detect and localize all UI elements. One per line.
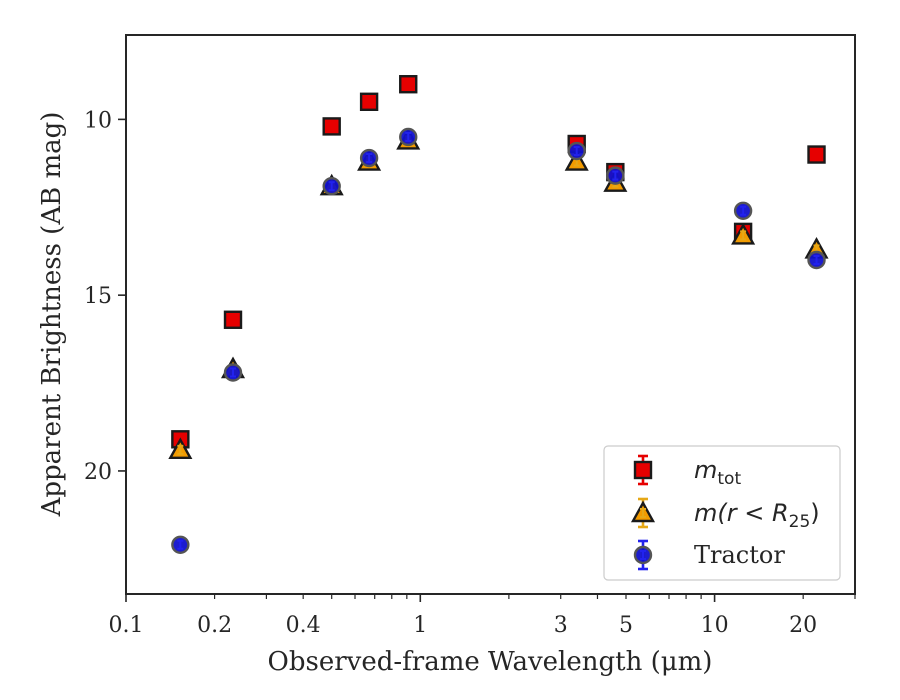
legend-entry-mr25: m(r < R25) xyxy=(630,497,820,532)
legend-label-mtot: mtot xyxy=(694,456,741,489)
x-tick-label: 0.1 xyxy=(109,613,144,638)
tractor-point xyxy=(567,141,586,161)
x-tick-label: 5 xyxy=(619,613,633,638)
legend: mtot m(r < R25) Tractor xyxy=(603,445,841,581)
x-tick-label: 10 xyxy=(701,613,729,638)
y-axis-label: Apparent Brightness (AB mag) xyxy=(37,112,67,518)
legend-label-tractor: Tractor xyxy=(694,541,785,569)
x-tick-label: 0.4 xyxy=(286,613,321,638)
x-tick-label: 1 xyxy=(413,613,427,638)
mr25-point xyxy=(168,437,193,460)
legend-marker-tractor xyxy=(633,545,653,565)
mtot-point xyxy=(399,75,418,94)
tractor-point xyxy=(399,127,418,147)
tractor-point xyxy=(322,176,341,196)
mtot-point xyxy=(322,117,341,136)
x-axis: 0.1 0.2 0.4 1 3 5 10 20 xyxy=(109,594,856,638)
legend-marker-mtot xyxy=(633,460,653,480)
legend-label-mr25: m(r < R25) xyxy=(694,499,820,532)
legend-marker-mr25 xyxy=(630,500,656,523)
x-tick-label: 0.2 xyxy=(197,613,232,638)
mtot-point xyxy=(807,145,826,164)
y-tick-label: 15 xyxy=(84,284,112,309)
tractor-point xyxy=(223,363,243,382)
tractor-point xyxy=(807,250,826,270)
legend-entry-tractor: Tractor xyxy=(633,539,785,571)
x-tick-label: 3 xyxy=(554,613,568,638)
plot-frame xyxy=(125,34,856,595)
tractor-point xyxy=(606,166,625,185)
legend-entry-mtot: mtot xyxy=(633,454,741,489)
y-tick-label: 20 xyxy=(84,460,112,485)
y-tick-label: 10 xyxy=(84,108,112,133)
data-markers xyxy=(168,75,829,554)
mtot-point xyxy=(359,92,379,111)
x-axis-label: Observed-frame Wavelength (μm) xyxy=(268,647,713,677)
y-axis: 10 15 20 xyxy=(84,108,126,485)
x-tick-label: 20 xyxy=(789,613,817,638)
legend-box xyxy=(603,445,841,581)
tractor-point xyxy=(171,535,190,554)
tractor-point xyxy=(733,201,753,220)
tractor-point xyxy=(359,148,379,168)
mr25-point xyxy=(731,222,756,245)
mtot-point xyxy=(223,310,243,329)
